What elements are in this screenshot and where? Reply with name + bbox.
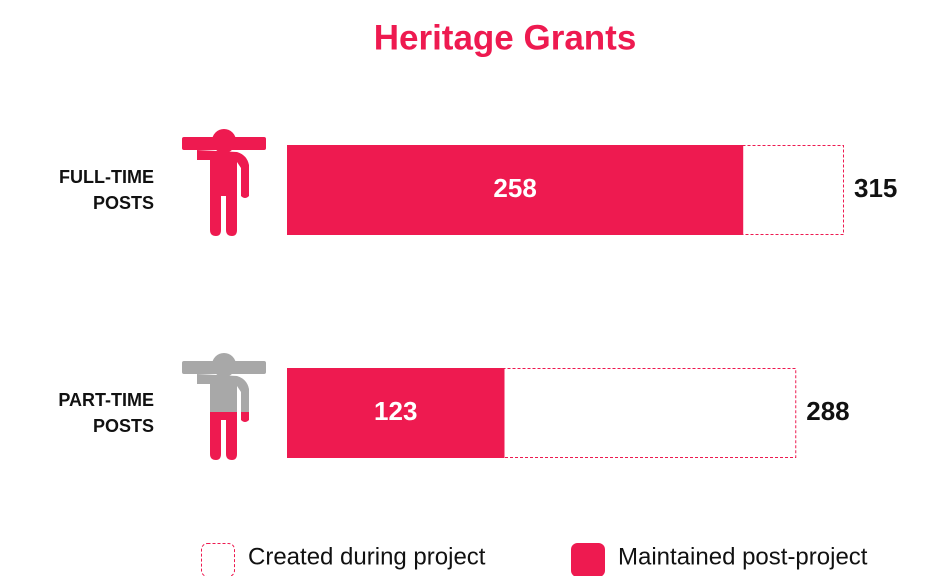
legend-swatch bbox=[571, 543, 605, 576]
bar bbox=[287, 145, 744, 235]
part-time-icon bbox=[182, 353, 266, 460]
legend-label: Maintained post-project bbox=[618, 543, 868, 570]
value-label: 288 bbox=[806, 396, 849, 426]
value-label: 258 bbox=[493, 173, 536, 203]
value-label: 315 bbox=[854, 173, 897, 203]
bar bbox=[287, 368, 505, 458]
value-label: 123 bbox=[374, 396, 417, 426]
full-time-icon bbox=[182, 129, 266, 236]
legend-swatch bbox=[201, 543, 235, 576]
category-label: FULL-TIME POSTS bbox=[59, 167, 154, 213]
category-label: PART-TIME POSTS bbox=[58, 390, 154, 436]
legend-label: Created during project bbox=[248, 543, 486, 570]
chart-title: Heritage Grants bbox=[374, 18, 637, 57]
